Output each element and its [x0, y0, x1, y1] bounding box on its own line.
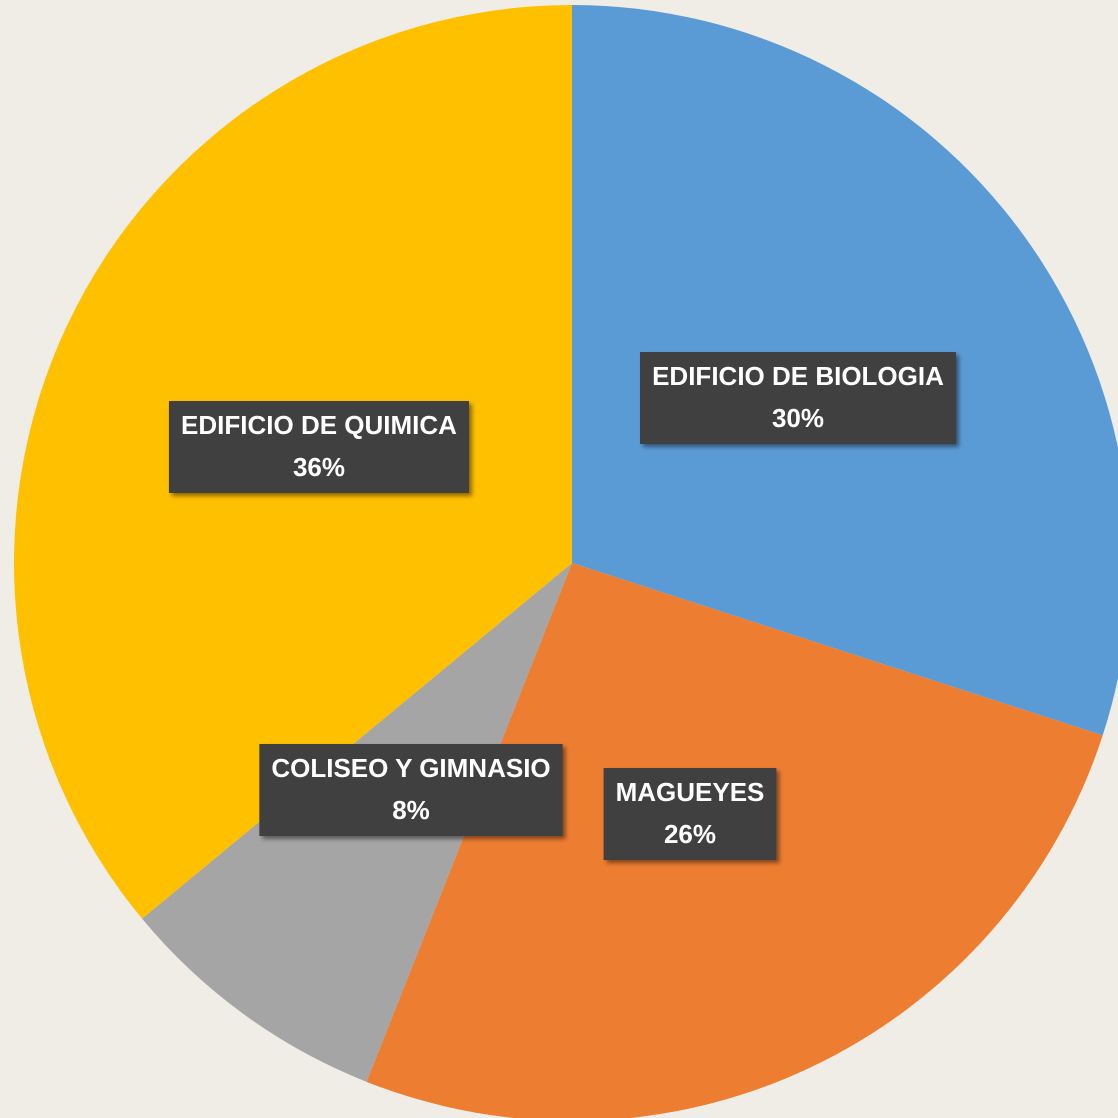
data-label: EDIFICIO DE BIOLOGIA 30% [639, 352, 957, 444]
data-labels: EDIFICIO DE BIOLOGIA 30% MAGUEYES 26% COLISE… [168, 352, 957, 860]
label-value: 8% [392, 795, 430, 825]
label-category: MAGUEYES [616, 777, 765, 807]
label-box [259, 744, 563, 836]
data-label: COLISEO Y GIMNASIO 8% [259, 744, 563, 836]
data-label: MAGUEYES 26% [603, 768, 777, 860]
label-value: 26% [664, 819, 716, 849]
label-value: 30% [772, 403, 824, 433]
data-label: EDIFICIO DE QUIMICA 36% [168, 401, 470, 493]
label-category: EDIFICIO DE QUIMICA [181, 410, 457, 440]
label-category: EDIFICIO DE BIOLOGIA [652, 361, 944, 391]
label-value: 36% [293, 452, 345, 482]
label-category: COLISEO Y GIMNASIO [271, 753, 550, 783]
pie [14, 5, 1118, 1118]
label-box [639, 352, 957, 444]
label-box [168, 401, 470, 493]
label-box [603, 768, 777, 860]
